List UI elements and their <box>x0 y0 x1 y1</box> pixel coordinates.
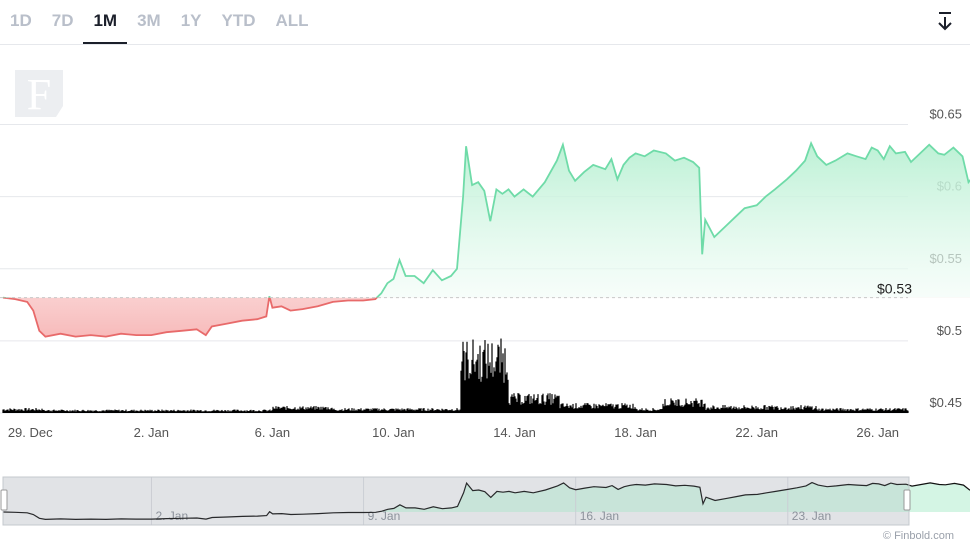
x-tick-label: 2. Jan <box>134 425 169 440</box>
x-axis: 29. Dec 2. Jan 6. Jan 10. Jan 14. Jan 18. Jan… <box>8 425 899 440</box>
tab-3m[interactable]: 3M <box>137 11 161 30</box>
navigator-handle-left[interactable] <box>0 489 8 511</box>
tab-1y[interactable]: 1Y <box>180 11 202 30</box>
navigator[interactable]: 2. Jan9. Jan16. Jan23. Jan <box>0 476 970 526</box>
download-icon[interactable] <box>934 10 956 32</box>
y-tick-label: $0.45 <box>929 395 962 410</box>
navigator-tick-label: 16. Jan <box>580 509 619 523</box>
area-down <box>3 297 377 337</box>
tabs-divider <box>0 44 970 45</box>
line-up <box>2 140 970 298</box>
reference-label: $0.53 <box>877 281 912 297</box>
y-tick-label: $0.65 <box>929 107 962 122</box>
price-area <box>3 143 970 337</box>
range-tabs: 1D 7D 1M 3M 1Y YTD ALL <box>0 0 319 44</box>
volume-bars <box>2 338 909 413</box>
x-tick-label: 18. Jan <box>614 425 657 440</box>
y-tick-label: $0.5 <box>937 323 962 338</box>
tab-7d[interactable]: 7D <box>51 11 74 30</box>
navigator-handle-right[interactable] <box>903 489 911 511</box>
x-tick-label: 22. Jan <box>735 425 778 440</box>
tab-1d[interactable]: 1D <box>10 11 32 30</box>
x-tick-label: 6. Jan <box>255 425 290 440</box>
area-up <box>3 143 970 298</box>
navigator-tick-label: 2. Jan <box>155 509 188 523</box>
x-tick-label: 26. Jan <box>856 425 899 440</box>
tab-1m[interactable]: 1M <box>83 0 128 44</box>
tab-all[interactable]: ALL <box>275 11 309 30</box>
credit-footer: © Finbold.com <box>882 530 954 542</box>
logo-letter: F <box>27 70 51 119</box>
reference-line: $0.53 <box>0 281 912 299</box>
x-tick-label: 10. Jan <box>372 425 415 440</box>
price-line <box>2 140 970 338</box>
finbold-logo: F <box>15 70 63 119</box>
navigator-tick-label: 23. Jan <box>792 509 831 523</box>
navigator-area <box>3 482 970 512</box>
tab-ytd[interactable]: YTD <box>221 11 256 30</box>
line-down <box>2 297 379 338</box>
x-tick-label: 29. Dec <box>8 425 53 440</box>
x-tick-label: 14. Jan <box>493 425 536 440</box>
navigator-selection[interactable] <box>2 476 910 526</box>
navigator-line <box>2 481 970 521</box>
